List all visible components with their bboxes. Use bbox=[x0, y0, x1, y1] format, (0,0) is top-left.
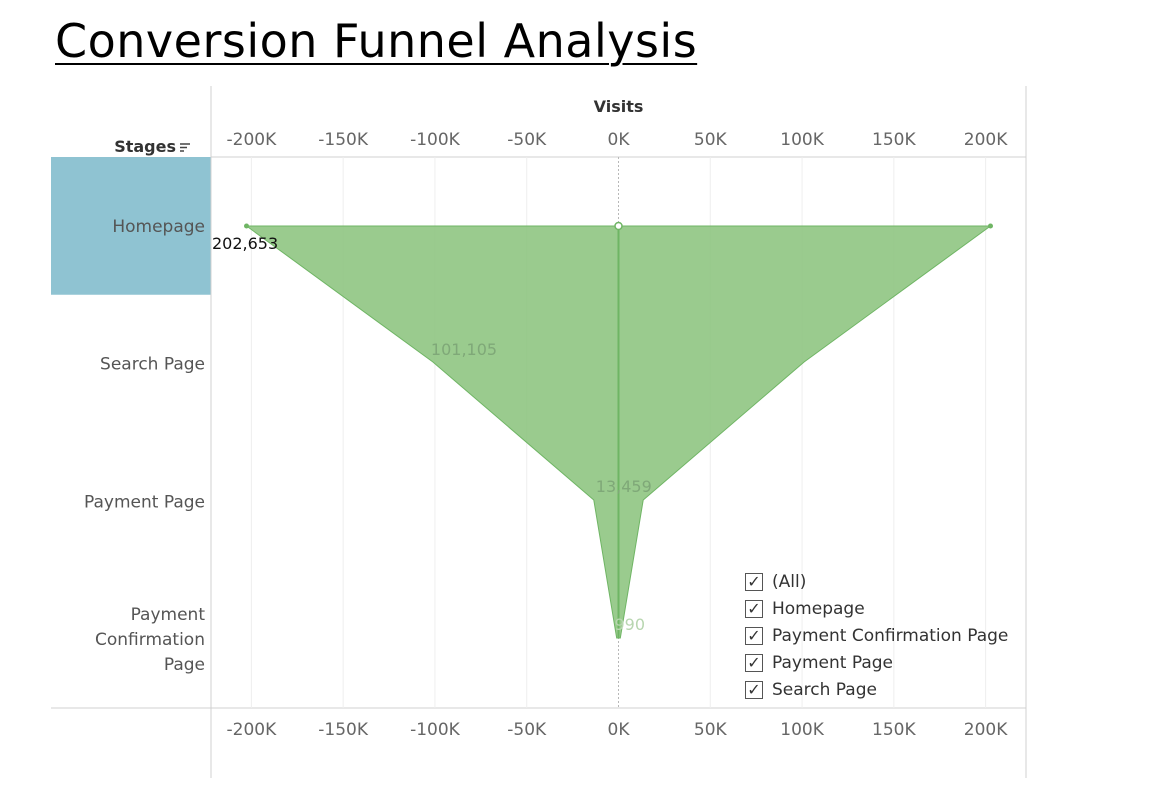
filter-item[interactable]: ✓ Payment Confirmation Page bbox=[745, 622, 1008, 649]
filter-item[interactable]: ✓ (All) bbox=[745, 568, 1008, 595]
x-tick-label-bottom: 50K bbox=[694, 720, 728, 740]
data-label: 101,105 bbox=[431, 340, 497, 359]
filter-checkbox[interactable]: ✓ bbox=[745, 599, 763, 618]
highlighted-stage-band[interactable] bbox=[51, 157, 211, 295]
filter-label: Payment Page bbox=[772, 652, 893, 673]
filter-checkbox[interactable]: ✓ bbox=[745, 572, 763, 591]
data-point-center[interactable] bbox=[614, 221, 623, 231]
x-tick-label-bottom: -150K bbox=[318, 720, 369, 740]
filter-label: Homepage bbox=[772, 598, 865, 619]
stage-label-payment-confirmation-page[interactable]: Payment Confirmation Page bbox=[95, 605, 205, 675]
stage-label-search-page[interactable]: Search Page bbox=[100, 355, 205, 375]
filter-label: (All) bbox=[772, 571, 807, 592]
x-tick-label-bottom: 100K bbox=[780, 720, 824, 740]
filter-checkbox[interactable]: ✓ bbox=[745, 653, 763, 672]
x-tick-label-bottom: 0K bbox=[608, 720, 631, 740]
x-tick-label-bottom: 200K bbox=[964, 720, 1008, 740]
filter-item[interactable]: ✓ Homepage bbox=[745, 595, 1008, 622]
x-axis-title: Visits bbox=[594, 97, 644, 116]
x-tick-label-top: -50K bbox=[507, 130, 547, 150]
data-label: 990 bbox=[615, 615, 646, 634]
x-tick-label-top: 50K bbox=[694, 130, 728, 150]
stage-label-payment-page[interactable]: Payment Page bbox=[84, 492, 205, 512]
x-tick-label-top: -200K bbox=[227, 130, 278, 150]
data-point-right[interactable] bbox=[987, 223, 993, 229]
filter-checkbox[interactable]: ✓ bbox=[745, 626, 763, 645]
x-tick-label-top: 0K bbox=[608, 130, 631, 150]
x-tick-label-bottom: -100K bbox=[410, 720, 461, 740]
filter-label: Search Page bbox=[772, 679, 877, 700]
data-label: 13,459 bbox=[596, 477, 652, 496]
stage-filter-legend: ✓ (All) ✓ Homepage ✓ Payment Confirmation Pag… bbox=[745, 568, 1008, 703]
x-tick-label-bottom: 150K bbox=[872, 720, 916, 740]
x-tick-label-top: -150K bbox=[318, 130, 369, 150]
stage-label-homepage[interactable]: Homepage bbox=[112, 217, 205, 237]
x-tick-label-top: 100K bbox=[780, 130, 824, 150]
x-tick-label-top: 150K bbox=[872, 130, 916, 150]
x-tick-label-top: 200K bbox=[964, 130, 1008, 150]
filter-label: Payment Confirmation Page bbox=[772, 625, 1009, 646]
sort-icon[interactable] bbox=[180, 143, 190, 152]
filter-checkbox[interactable]: ✓ bbox=[745, 680, 763, 699]
data-point-left[interactable] bbox=[244, 223, 250, 229]
data-label: 202,653 bbox=[212, 234, 278, 253]
filter-item[interactable]: ✓ Payment Page bbox=[745, 649, 1008, 676]
filter-item[interactable]: ✓ Search Page bbox=[745, 676, 1008, 703]
x-tick-label-top: -100K bbox=[410, 130, 461, 150]
page-title: Conversion Funnel Analysis bbox=[55, 14, 698, 68]
y-axis-title: Stages bbox=[114, 137, 176, 156]
x-tick-label-bottom: -200K bbox=[227, 720, 278, 740]
x-tick-label-bottom: -50K bbox=[507, 720, 547, 740]
